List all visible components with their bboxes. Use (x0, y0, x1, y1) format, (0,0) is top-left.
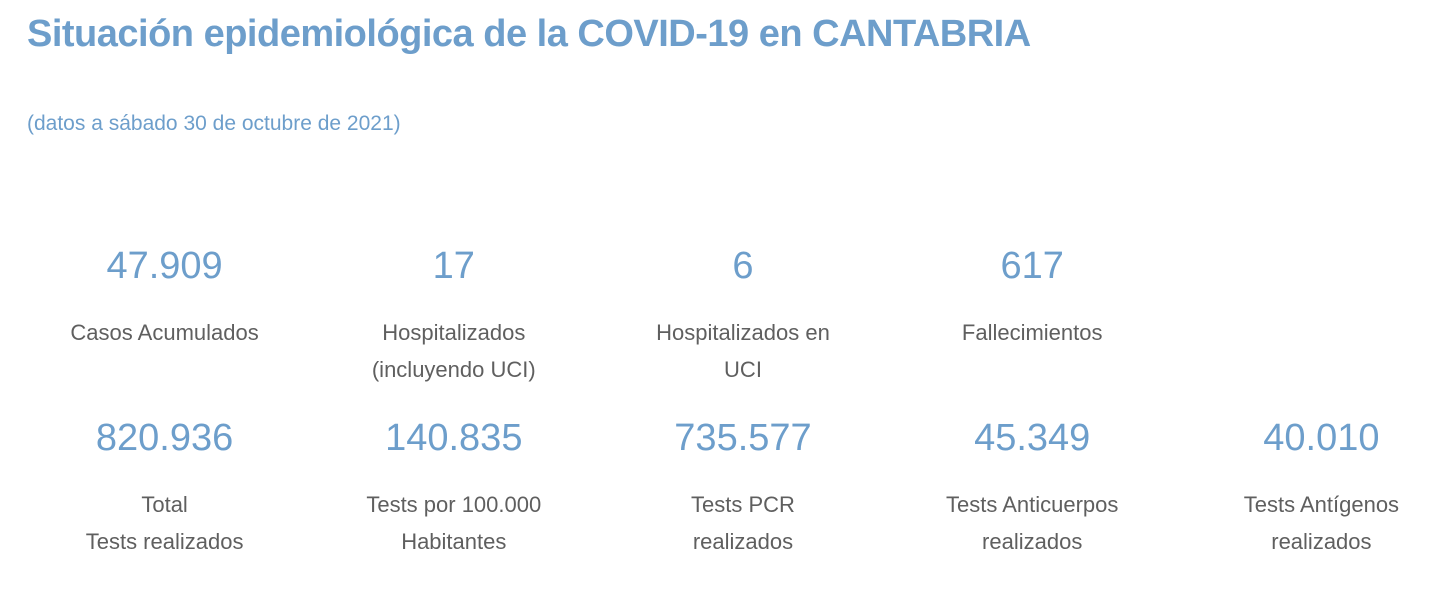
kpi-hospitalizados-uci: 6 Hospitalizados en UCI (598, 244, 887, 388)
kpi-value: 6 (732, 245, 754, 287)
kpi-value: 47.909 (106, 245, 223, 287)
kpi-value: 17 (432, 245, 475, 287)
kpi-hospitalizados: 17 Hospitalizados (incluyendo UCI) (309, 244, 598, 388)
kpi-value: 617 (1000, 245, 1064, 287)
kpi-tests-pcr: 735.577 Tests PCR realizados (598, 416, 887, 560)
kpi-tests-antigenos: 40.010 Tests Antígenos realizados (1177, 416, 1446, 560)
kpi-tests-anticuerpos: 45.349 Tests Anticuerpos realizados (888, 416, 1177, 560)
kpi-label: Tests PCR realizados (691, 492, 795, 554)
kpi-value: 735.577 (674, 417, 812, 459)
kpi-tests-por-100000: 140.835 Tests por 100.000 Habitantes (309, 416, 598, 560)
kpi-value: 40.010 (1263, 417, 1380, 459)
kpi-label: Fallecimientos (961, 320, 1103, 345)
kpi-label: Tests Antígenos realizados (1243, 492, 1400, 554)
kpi-casos-acumulados: 47.909 Casos Acumulados (20, 244, 309, 388)
kpi-total-tests: 820.936 Total Tests realizados (20, 416, 309, 560)
kpi-row-primary: 47.909 Casos Acumulados 17 Hospitalizado… (20, 244, 1446, 388)
kpi-row-tests: 820.936 Total Tests realizados 140.835 T… (20, 416, 1446, 560)
page-title: Situación epidemiológica de la COVID-19 … (27, 13, 1031, 55)
kpi-value: 45.349 (974, 417, 1091, 459)
kpi-label: Tests por 100.000 Habitantes (366, 492, 542, 554)
kpi-label: Hospitalizados en UCI (656, 320, 830, 382)
kpi-label: Casos Acumulados (70, 320, 259, 345)
kpi-fallecimientos: 617 Fallecimientos (888, 244, 1177, 388)
kpi-value: 140.835 (385, 417, 523, 459)
kpi-label: Hospitalizados (incluyendo UCI) (371, 320, 536, 382)
date-subtitle: (datos a sábado 30 de octubre de 2021) (27, 112, 401, 135)
kpi-label: Total Tests realizados (85, 492, 244, 554)
kpi-value: 820.936 (95, 417, 234, 459)
kpi-label: Tests Anticuerpos realizados (945, 492, 1119, 554)
